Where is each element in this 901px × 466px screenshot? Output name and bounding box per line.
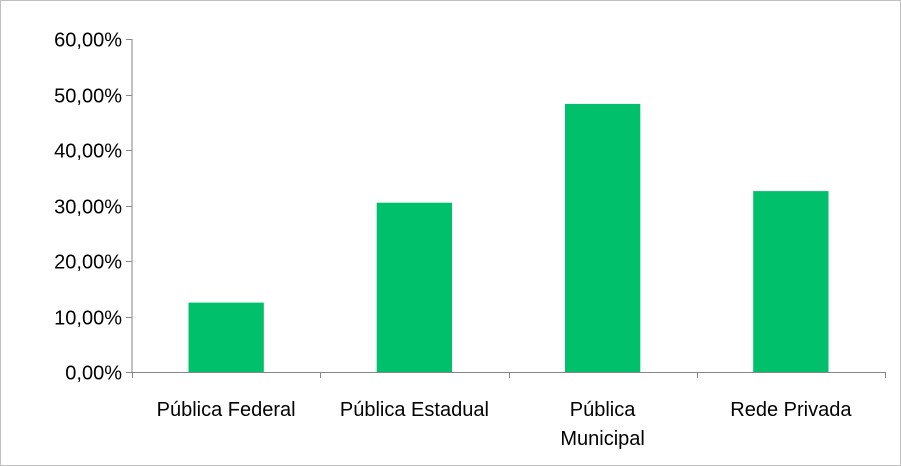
x-tick-label-line: Pública	[570, 399, 636, 421]
x-tick-label-line: Rede Privada	[730, 399, 852, 421]
y-tick-label: 0,00%	[65, 363, 122, 385]
y-axis: 0,00% 10,00% 20,00% 30,00% 40,00% 50,00% 60,00…	[54, 30, 133, 385]
x-axis: Pública Federal Pública Estadual Pública Mu…	[132, 372, 886, 450]
x-tick-label: Rede Privada	[730, 399, 852, 421]
bar-0	[188, 302, 264, 372]
y-tick-label: 50,00%	[54, 86, 122, 108]
y-tick-label: 10,00%	[54, 308, 122, 330]
x-tick-label: Pública Federal	[157, 399, 296, 421]
y-tick-label: 20,00%	[54, 252, 122, 274]
x-tick-label-line: Municipal	[560, 428, 644, 450]
y-tick-label: 30,00%	[54, 197, 122, 219]
x-tick-label: Pública Municipal	[560, 399, 644, 450]
y-tick-label: 60,00%	[54, 30, 122, 52]
bar-1	[376, 202, 452, 372]
x-tick-label: Pública Estadual	[340, 399, 489, 421]
bars	[188, 103, 829, 373]
x-tick-label-line: Pública Federal	[157, 399, 296, 421]
bar-3	[753, 191, 829, 372]
bar-2	[565, 103, 641, 373]
x-tick-label-line: Pública Estadual	[340, 399, 489, 421]
y-tick-label: 40,00%	[54, 141, 122, 163]
